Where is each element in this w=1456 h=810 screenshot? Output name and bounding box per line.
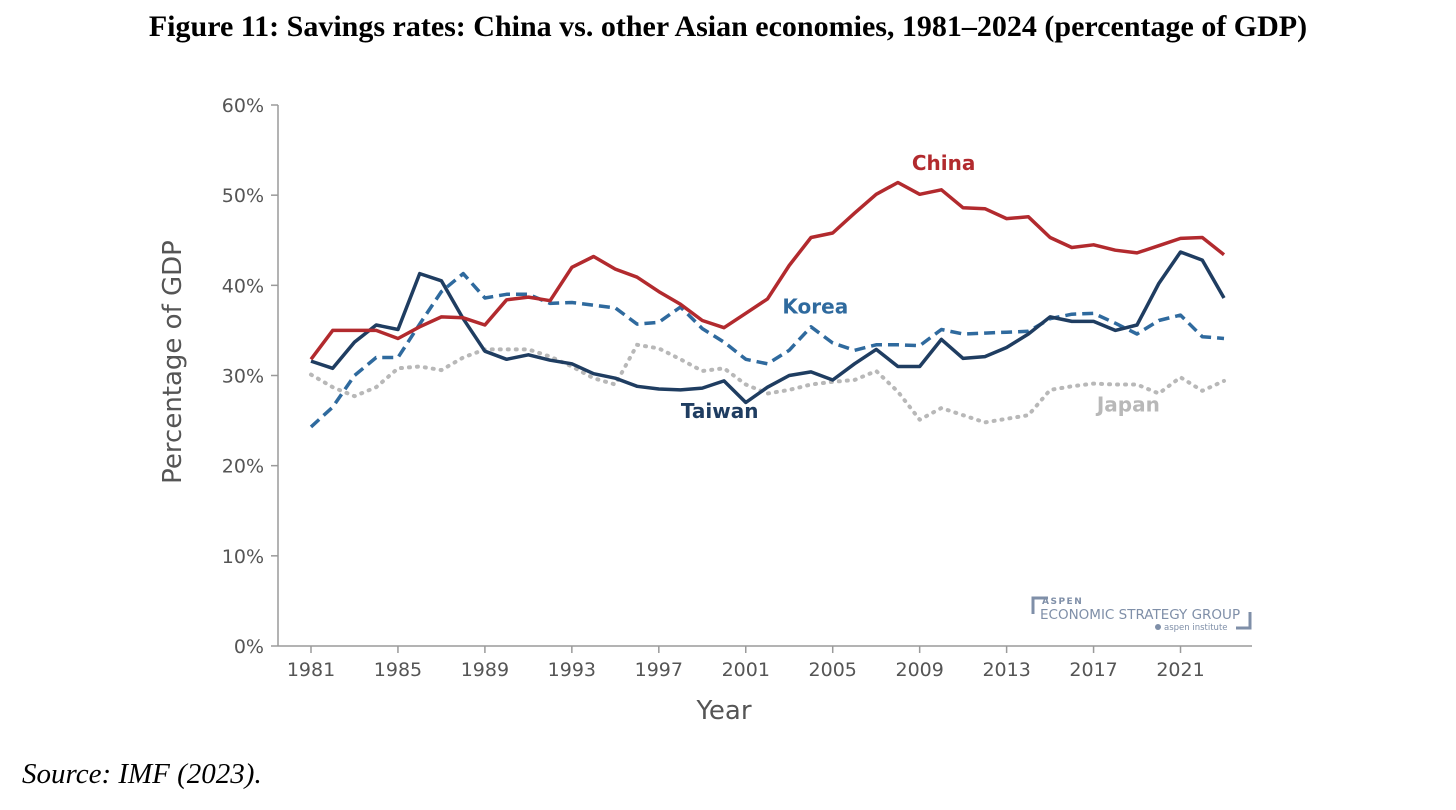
x-tick-label: 2009 (895, 659, 943, 681)
x-tick-label: 2021 (1156, 659, 1204, 681)
y-tick-label: 20% (222, 456, 264, 478)
source-note: Source: IMF (2023). (22, 758, 262, 790)
series-line-korea (309, 271, 1225, 429)
x-tick-label: 1985 (374, 659, 422, 681)
logo-bracket-right (1236, 612, 1252, 630)
y-tick-label: 0% (234, 636, 264, 658)
series-line-japan (309, 342, 1226, 425)
y-tick-label: 40% (222, 275, 264, 297)
y-tick-label: 50% (222, 185, 264, 207)
x-tick-label: 2005 (809, 659, 857, 681)
y-tick-label: 60% (222, 95, 264, 117)
tick-labels: 0% 10% 20% 30% 40% 50% 60% 1981 1985 1989 1993 1997… (222, 95, 1205, 681)
logo-line2: ECONOMIC STRATEGY GROUP (1040, 607, 1240, 623)
x-tick-label: 1981 (287, 659, 335, 681)
series-label-taiwan: Taiwan (681, 399, 759, 423)
logo-line3: aspen institute (1164, 623, 1228, 633)
series-line-china (309, 180, 1226, 361)
series-labels: China Korea Taiwan Japan (681, 151, 1160, 423)
x-tick-label: 2013 (982, 659, 1030, 681)
series-lines (309, 180, 1226, 429)
x-tick-label: 2001 (722, 659, 770, 681)
chart-axes (271, 104, 1252, 653)
y-tick-label: 30% (222, 366, 264, 388)
aspen-esg-logo: ASPEN ECONOMIC STRATEGY GROUP aspen inst… (1031, 596, 1252, 633)
series-line-taiwan (310, 250, 1226, 405)
logo-bracket-left (1031, 596, 1048, 614)
logo-dot-icon (1155, 624, 1161, 630)
x-tick-label: 1989 (461, 659, 509, 681)
series-label-korea: Korea (782, 294, 848, 318)
y-axis-label: Percentage of GDP (158, 240, 188, 484)
x-tick-label: 1993 (548, 659, 596, 681)
figure-title: Figure 11: Savings rates: China vs. othe… (148, 10, 1308, 43)
x-tick-label: 1997 (635, 659, 683, 681)
logo-line1: ASPEN (1042, 597, 1083, 607)
series-label-china: China (912, 151, 976, 175)
x-tick-label: 2017 (1069, 659, 1117, 681)
x-axis-label: Year (695, 696, 751, 726)
series-label-japan: Japan (1095, 393, 1160, 417)
y-tick-label: 10% (222, 546, 264, 568)
